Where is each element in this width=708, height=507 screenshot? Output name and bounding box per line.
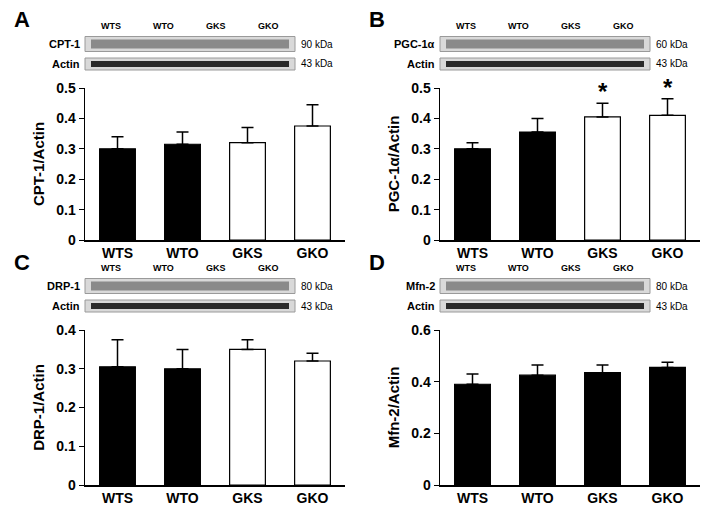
svg-text:*: * — [663, 74, 673, 101]
svg-text:GKS: GKS — [587, 490, 617, 506]
svg-text:GKS: GKS — [561, 263, 581, 273]
svg-text:Actin: Actin — [407, 300, 435, 312]
svg-text:0.3: 0.3 — [56, 141, 76, 157]
svg-text:WTS: WTS — [456, 263, 476, 273]
svg-text:WTO: WTO — [166, 245, 199, 261]
svg-text:0: 0 — [423, 477, 431, 493]
svg-text:WTO: WTO — [166, 490, 199, 506]
svg-text:0.2: 0.2 — [56, 399, 76, 415]
svg-text:0.1: 0.1 — [411, 202, 431, 218]
svg-text:WTO: WTO — [508, 263, 529, 273]
svg-text:WTS: WTS — [102, 490, 133, 506]
svg-text:D: D — [369, 250, 385, 275]
svg-text:0.2: 0.2 — [411, 171, 431, 187]
svg-text:0.4: 0.4 — [411, 374, 431, 390]
svg-text:CPT-1/Actin: CPT-1/Actin — [30, 122, 47, 206]
svg-text:Mfn-2: Mfn-2 — [406, 280, 435, 292]
svg-text:GKO: GKO — [652, 490, 684, 506]
svg-text:GKS: GKS — [206, 21, 226, 31]
svg-text:DRP-1/Actin: DRP-1/Actin — [30, 364, 47, 451]
svg-text:GKO: GKO — [297, 490, 329, 506]
svg-text:WTS: WTS — [101, 21, 121, 31]
svg-text:0.5: 0.5 — [56, 80, 76, 96]
svg-text:WTS: WTS — [102, 245, 133, 261]
svg-text:GKO: GKO — [613, 21, 634, 31]
svg-text:Actin: Actin — [52, 300, 80, 312]
svg-text:0: 0 — [68, 477, 76, 493]
svg-text:WTO: WTO — [153, 263, 174, 273]
svg-text:WTO: WTO — [153, 21, 174, 31]
svg-text:0.1: 0.1 — [56, 438, 76, 454]
svg-text:WTS: WTS — [457, 490, 488, 506]
svg-text:WTO: WTO — [521, 245, 554, 261]
svg-text:80 kDa: 80 kDa — [656, 281, 688, 292]
svg-text:GKS: GKS — [232, 245, 262, 261]
svg-text:GKS: GKS — [232, 490, 262, 506]
svg-text:GKO: GKO — [652, 245, 684, 261]
svg-text:GKS: GKS — [587, 245, 617, 261]
svg-text:Mfn-2/Actin: Mfn-2/Actin — [385, 367, 402, 449]
svg-text:0.6: 0.6 — [411, 322, 431, 338]
svg-text:80 kDa: 80 kDa — [301, 281, 333, 292]
svg-text:GKO: GKO — [613, 263, 634, 273]
svg-text:WTO: WTO — [508, 21, 529, 31]
svg-text:0.2: 0.2 — [411, 425, 431, 441]
svg-text:A: A — [14, 7, 30, 32]
svg-text:0.4: 0.4 — [56, 322, 76, 338]
svg-text:60 kDa: 60 kDa — [656, 39, 688, 50]
svg-text:0: 0 — [68, 232, 76, 248]
svg-text:GKO: GKO — [258, 21, 279, 31]
svg-text:*: * — [598, 78, 608, 105]
svg-text:GKS: GKS — [561, 21, 581, 31]
svg-text:0.4: 0.4 — [56, 110, 76, 126]
svg-text:Actin: Actin — [407, 58, 435, 70]
svg-text:B: B — [369, 7, 385, 32]
svg-text:WTO: WTO — [521, 490, 554, 506]
svg-text:0.1: 0.1 — [56, 202, 76, 218]
svg-text:WTS: WTS — [101, 263, 121, 273]
svg-text:PGC-1α/Actin: PGC-1α/Actin — [385, 116, 402, 213]
svg-text:43 kDa: 43 kDa — [301, 58, 333, 69]
svg-text:GKO: GKO — [297, 245, 329, 261]
svg-text:0.4: 0.4 — [411, 110, 431, 126]
svg-text:0.3: 0.3 — [56, 361, 76, 377]
svg-text:WTS: WTS — [457, 245, 488, 261]
svg-text:Actin: Actin — [52, 58, 80, 70]
svg-text:0.5: 0.5 — [411, 80, 431, 96]
svg-text:CPT-1: CPT-1 — [49, 38, 80, 50]
svg-text:WTS: WTS — [456, 21, 476, 31]
svg-text:0.3: 0.3 — [411, 141, 431, 157]
svg-text:GKS: GKS — [206, 263, 226, 273]
svg-text:GKO: GKO — [258, 263, 279, 273]
svg-text:PGC-1α: PGC-1α — [394, 38, 435, 50]
svg-text:90 kDa: 90 kDa — [301, 39, 333, 50]
svg-text:DRP-1: DRP-1 — [47, 280, 80, 292]
svg-text:0.2: 0.2 — [56, 171, 76, 187]
svg-text:43 kDa: 43 kDa — [301, 301, 333, 312]
svg-text:C: C — [14, 250, 30, 275]
svg-text:0: 0 — [423, 232, 431, 248]
svg-text:43 kDa: 43 kDa — [656, 301, 688, 312]
svg-text:43 kDa: 43 kDa — [656, 58, 688, 69]
